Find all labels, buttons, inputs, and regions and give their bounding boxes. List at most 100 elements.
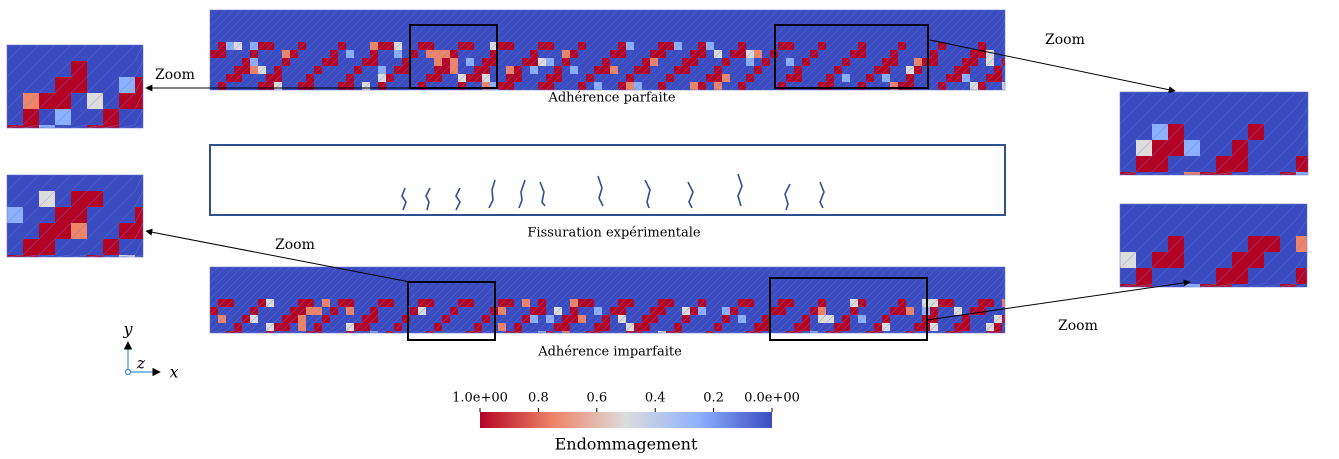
mesh-edge	[513, 282, 523, 292]
mesh-edge	[281, 73, 291, 83]
mesh-edge	[118, 124, 136, 129]
mesh-edge	[38, 254, 56, 258]
mesh-edge	[289, 17, 299, 27]
mesh-edge	[761, 73, 771, 83]
mesh-edge	[985, 9, 995, 19]
mesh-edge	[889, 290, 899, 300]
mesh-edge	[441, 314, 451, 324]
mesh-edge	[729, 314, 739, 324]
mesh-edge	[625, 274, 635, 284]
mesh-edge	[1295, 283, 1308, 288]
mesh-edge	[70, 108, 88, 126]
mesh-edge	[521, 25, 531, 35]
mesh-edge	[857, 25, 867, 35]
mesh-edge	[705, 9, 715, 19]
mesh-edge	[425, 306, 435, 316]
mesh-edge	[633, 41, 643, 51]
mesh-edge	[953, 298, 963, 308]
mesh-edge	[561, 65, 571, 75]
mesh-edge	[569, 314, 579, 324]
mesh-edge	[825, 306, 835, 316]
mesh-edge	[70, 190, 88, 208]
mesh-edge	[1151, 267, 1169, 285]
mesh-edge	[457, 266, 467, 276]
mesh-edge	[313, 17, 323, 27]
mesh-edge	[929, 290, 939, 300]
mesh-edge	[857, 330, 867, 334]
mesh-edge	[721, 57, 731, 67]
mesh-edge	[601, 17, 611, 27]
mesh-edge	[737, 322, 747, 332]
mesh-edge	[118, 174, 136, 192]
mesh-edge	[841, 9, 851, 19]
mesh-edge	[705, 282, 715, 292]
mesh-edge	[313, 330, 323, 334]
mesh-edge	[985, 57, 995, 67]
mesh-edge	[841, 25, 851, 35]
mesh-edge	[721, 282, 731, 292]
mesh-edge	[625, 330, 635, 334]
mesh-edge	[241, 57, 251, 67]
mesh-edge	[577, 73, 587, 83]
mesh-edge	[385, 25, 395, 35]
mesh-edge	[705, 33, 715, 43]
mesh-edge	[393, 41, 403, 51]
mesh-edge	[345, 65, 355, 75]
mesh-edge	[737, 298, 747, 308]
mesh-edge	[497, 41, 507, 51]
mesh-edge	[577, 9, 587, 19]
mesh-edge	[737, 306, 747, 316]
mesh-edge	[329, 330, 339, 334]
mesh-edge	[697, 49, 707, 59]
mesh-edge	[321, 49, 331, 59]
mesh-edge	[681, 49, 691, 59]
mesh-edge	[513, 314, 523, 324]
mesh-edge	[769, 298, 779, 308]
mesh-edge	[721, 274, 731, 284]
mesh-edge	[473, 9, 483, 19]
mesh-edge	[633, 9, 643, 19]
mesh-edge	[577, 290, 587, 300]
mesh-edge	[1183, 155, 1201, 173]
mesh-edge	[1279, 123, 1297, 141]
mesh-edge	[905, 73, 915, 83]
mesh-edge	[529, 266, 539, 276]
mesh-edge	[785, 322, 795, 332]
mesh-edge	[209, 9, 219, 19]
mesh-edge	[561, 298, 571, 308]
mesh-edge	[297, 282, 307, 292]
mesh-edge	[1199, 91, 1217, 109]
axis-triad	[123, 341, 161, 377]
mesh-edge	[273, 49, 283, 59]
mesh-edge	[1001, 49, 1006, 59]
mesh-edge	[441, 322, 451, 332]
mesh-edge	[881, 282, 891, 292]
mesh-edge	[393, 81, 403, 91]
mesh-edge	[721, 314, 731, 324]
mesh-edge	[289, 298, 299, 308]
mesh-edge	[102, 60, 120, 78]
mesh-edge	[233, 314, 243, 324]
mesh-edge	[849, 57, 859, 67]
mesh-edge	[593, 81, 603, 91]
mesh-edge	[1279, 235, 1297, 253]
mesh-edge	[1231, 171, 1249, 176]
mesh-edge	[54, 238, 72, 256]
mesh-edge	[54, 254, 72, 258]
mesh-edge	[889, 306, 899, 316]
mesh-edge	[361, 298, 371, 308]
mesh-edge	[713, 57, 723, 67]
mesh-edge	[641, 41, 651, 51]
mesh-edge	[1215, 139, 1233, 157]
mesh-edge	[321, 57, 331, 67]
mesh-edge	[929, 49, 939, 59]
mesh-edge	[297, 298, 307, 308]
mesh-edge	[1263, 171, 1281, 176]
mesh-edge	[865, 306, 875, 316]
mesh-edge	[777, 330, 787, 334]
colorbar-tick-label: 0.6	[586, 391, 607, 406]
mesh-edge	[817, 282, 827, 292]
mesh-edge	[833, 9, 843, 19]
mesh-edge	[889, 322, 899, 332]
mesh-edge	[593, 266, 603, 276]
